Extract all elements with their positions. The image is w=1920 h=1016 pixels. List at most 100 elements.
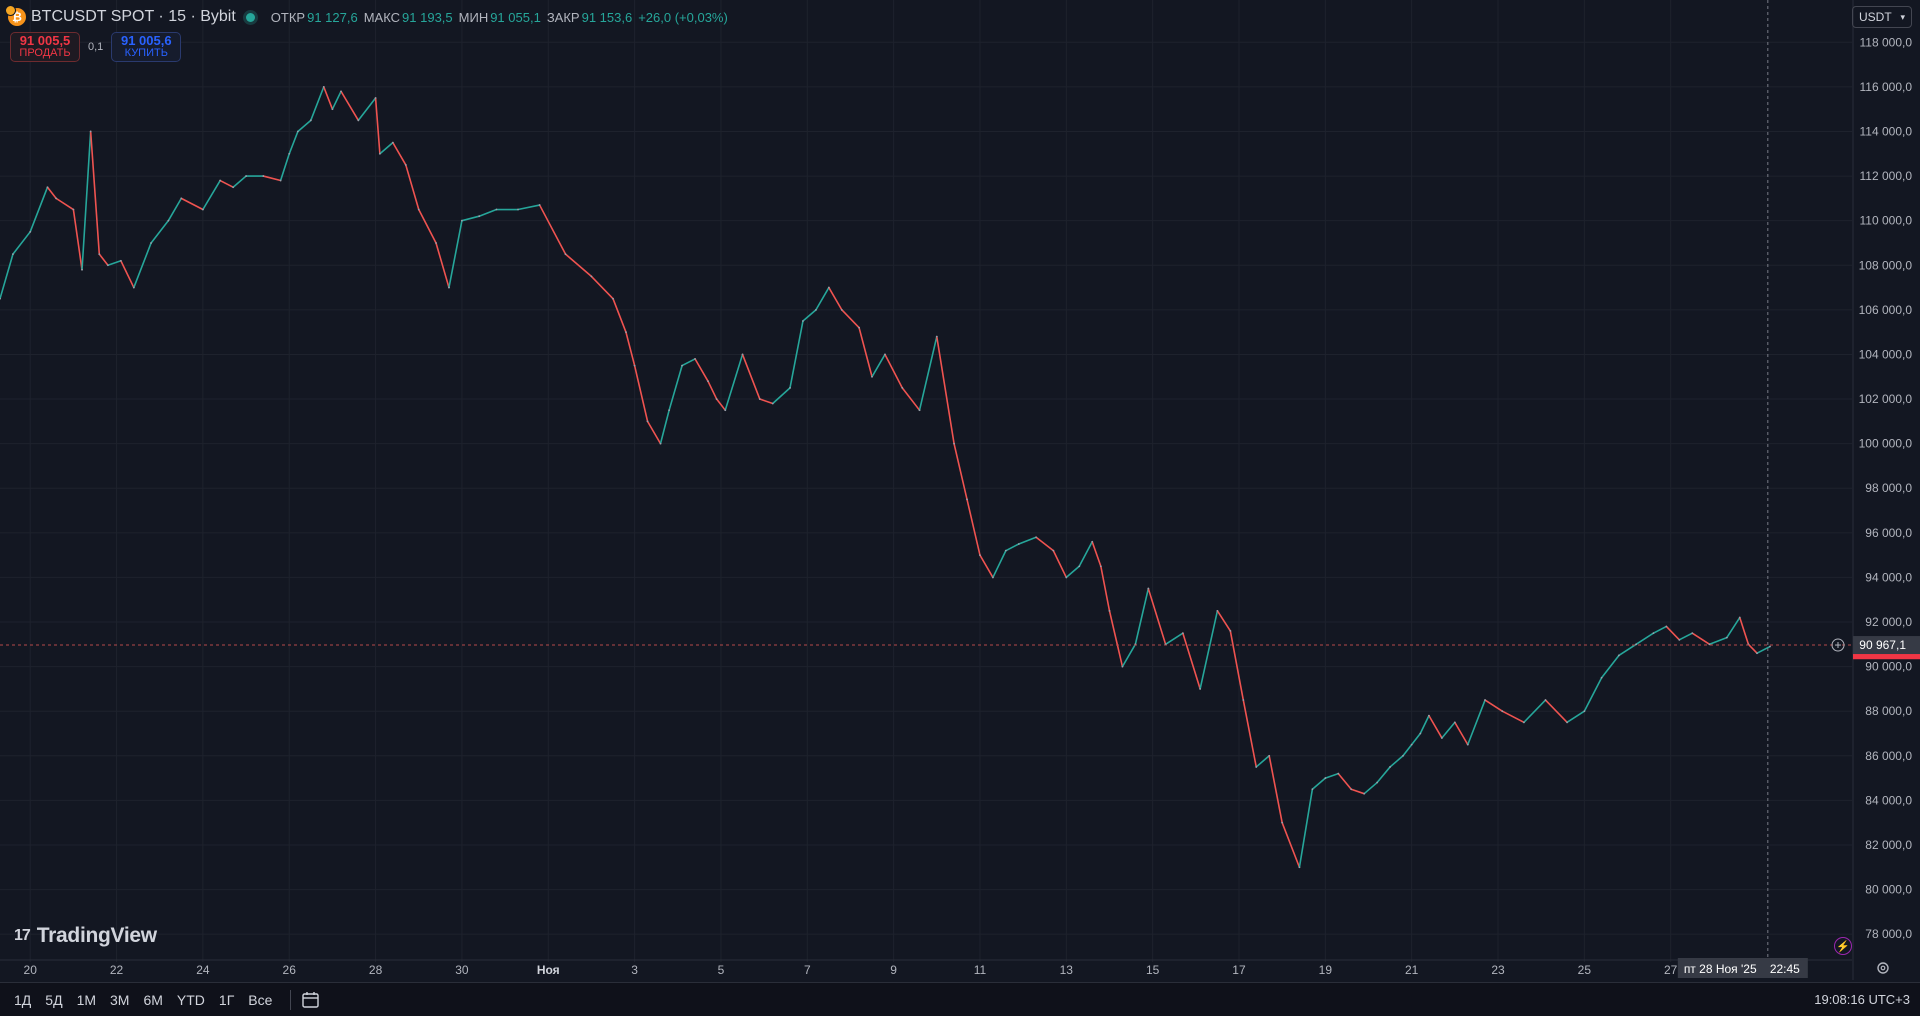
- y-tick-label: 84 000,0: [1865, 793, 1912, 807]
- price-segment: [1216, 610, 1232, 632]
- price-point: [871, 375, 873, 378]
- price-segment: [1363, 781, 1378, 795]
- price-point: [901, 386, 904, 389]
- price-point: [884, 353, 886, 356]
- y-tick-label: 118 000,0: [1860, 35, 1913, 49]
- price-point: [590, 275, 593, 278]
- price-segment: [0, 253, 14, 300]
- ohlc-close-value: 91 153,6: [581, 9, 633, 25]
- price-point: [1635, 643, 1638, 646]
- price-segment: [841, 309, 860, 329]
- price-point: [953, 442, 955, 445]
- x-tick-label: 21: [1405, 963, 1419, 977]
- crosshair-date-box: [1677, 958, 1808, 978]
- x-tick-label: 20: [24, 963, 38, 977]
- price-segment: [1182, 632, 1201, 690]
- price-point: [1376, 781, 1379, 784]
- price-point: [659, 442, 662, 445]
- price-segment: [107, 260, 122, 267]
- price-segment: [1121, 643, 1137, 668]
- price-point: [668, 409, 671, 412]
- sell-price: 91 005,5: [19, 33, 71, 48]
- range-5d-button[interactable]: 5Д: [45, 991, 63, 1008]
- ohlc-low-value: 91 055,1: [490, 9, 541, 25]
- y-tick-label: 86 000,0: [1865, 749, 1912, 763]
- price-point: [979, 554, 981, 557]
- price-point: [1501, 710, 1504, 713]
- range-1d-button[interactable]: 1Д: [14, 991, 32, 1008]
- price-segment: [331, 90, 342, 110]
- price-segment: [724, 353, 744, 411]
- price-point: [435, 242, 437, 244]
- range-ytd-button[interactable]: YTD: [176, 991, 205, 1008]
- price-segment: [1466, 699, 1486, 746]
- price-segment: [262, 175, 282, 182]
- price-point: [1756, 652, 1758, 655]
- price-point: [1216, 609, 1219, 612]
- price-point: [219, 179, 222, 182]
- price-point: [417, 208, 420, 211]
- price-segment: [1523, 699, 1547, 724]
- price-point: [1725, 636, 1728, 639]
- market-status-icon[interactable]: [245, 12, 255, 22]
- price-segment: [828, 286, 843, 311]
- price-segment: [1747, 643, 1758, 655]
- price-point: [1108, 609, 1111, 612]
- price-segment: [310, 86, 325, 122]
- y-tick-label: 78 000,0: [1865, 927, 1912, 941]
- range-3m-button[interactable]: 3М: [110, 991, 130, 1008]
- tradingview-logo[interactable]: 17 TradingView: [14, 924, 157, 948]
- price-point: [1065, 576, 1068, 579]
- price-segment: [55, 197, 75, 211]
- x-tick-label: 11: [974, 963, 987, 977]
- range-all-button[interactable]: Все: [248, 991, 273, 1008]
- price-segment: [1756, 645, 1771, 655]
- clock[interactable]: 19:08:16 UTC+3: [1814, 992, 1910, 1007]
- plus-circle-icon: [1831, 638, 1845, 652]
- price-point: [478, 215, 481, 218]
- price-point: [404, 164, 407, 166]
- buy-button[interactable]: 91 005,6 КУПИТЬ: [111, 32, 182, 62]
- x-tick-label: 19: [1319, 963, 1333, 977]
- price-point: [322, 85, 325, 88]
- price-point: [1652, 632, 1655, 635]
- price-segment: [815, 286, 830, 311]
- y-tick-label: 104 000,0: [1859, 347, 1913, 361]
- price-segment: [659, 409, 670, 445]
- price-segment: [1389, 754, 1404, 768]
- price-point: [802, 320, 804, 322]
- price-segment: [1100, 565, 1111, 612]
- price-segment: [1268, 754, 1283, 824]
- price-segment: [590, 275, 614, 300]
- price-segment: [884, 353, 904, 389]
- price-segment: [279, 152, 291, 182]
- range-6m-button[interactable]: 6М: [143, 991, 163, 1008]
- bitcoin-logo-icon: ₿: [5, 5, 26, 26]
- tradingview-logo-icon: 17: [14, 927, 31, 944]
- flash-icon[interactable]: ⚡: [1834, 937, 1852, 955]
- price-segment: [1583, 676, 1603, 712]
- price-point: [564, 253, 567, 256]
- currency-select[interactable]: USDT ▾: [1852, 6, 1912, 28]
- price-segment: [1566, 710, 1586, 724]
- price-point: [827, 286, 830, 289]
- y-tick-label: 94 000,0: [1865, 570, 1912, 584]
- y-tick-label: 106 000,0: [1859, 303, 1913, 317]
- price-point: [1242, 699, 1245, 701]
- chart-area[interactable]: 78 000,0 80 000,0 82 000,0 84 000,0 86 000,0…: [0, 0, 1920, 980]
- calendar-range-icon[interactable]: [301, 991, 321, 1009]
- crosshair-time-label: 22:45: [1770, 962, 1800, 976]
- price-point: [758, 398, 761, 400]
- x-tick-label: 30: [455, 963, 469, 977]
- price-segment: [1281, 821, 1301, 869]
- buy-price: 91 005,6: [120, 33, 172, 48]
- symbol-title[interactable]: BTCUSDT SPOT · 15 · Bybit: [31, 8, 236, 25]
- range-1m-button[interactable]: 1М: [76, 991, 97, 1008]
- price-point: [741, 353, 744, 356]
- sell-button[interactable]: 91 005,5 ПРОДАТЬ: [10, 32, 80, 62]
- price-point: [1099, 565, 1102, 568]
- ohlc-open-value: 91 127,6: [307, 9, 358, 25]
- price-chart[interactable]: 78 000,0 80 000,0 82 000,0 84 000,0 86 000,0…: [0, 0, 1920, 980]
- range-1y-button[interactable]: 1Г: [218, 991, 235, 1008]
- gear-icon[interactable]: [1876, 961, 1890, 975]
